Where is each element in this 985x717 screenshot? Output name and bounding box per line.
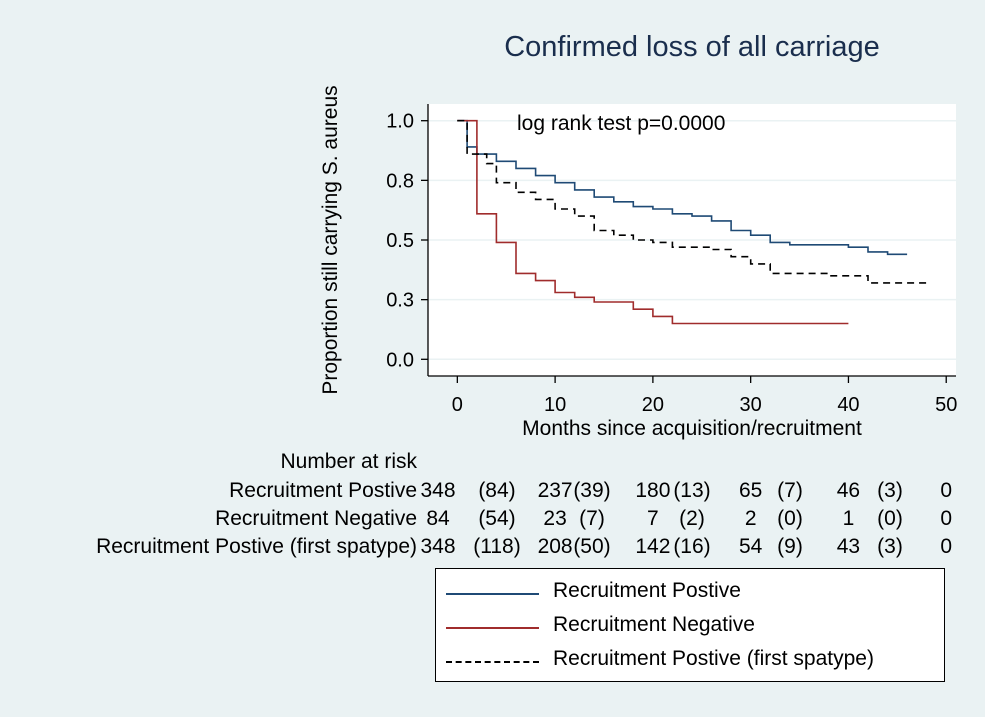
- risk-cell-0-1: (84): [478, 479, 515, 502]
- risk-cell-2-10: 0: [940, 535, 952, 558]
- risk-cell-0-0: 348: [420, 479, 455, 502]
- legend-swatch-1: [446, 627, 539, 629]
- x-tick-label-4: 40: [837, 394, 859, 416]
- risk-row-label-0: Recruitment Postive: [229, 479, 417, 502]
- risk-cell-0-4: 180: [635, 479, 670, 502]
- legend-label-2: Recruitment Postive (first spatype): [553, 647, 874, 670]
- y-tick-label-1: 0.3: [386, 290, 414, 312]
- legend-entry-1: Recruitment Negative: [436, 611, 944, 645]
- x-axis-title: Months since acquisition/recruitment: [522, 417, 862, 440]
- risk-cell-0-5: (13): [673, 479, 710, 502]
- x-tick-label-0: 0: [452, 394, 463, 416]
- series-layer: [457, 119, 927, 325]
- y-axis-title: Proportion still carrying S. aureus: [319, 85, 342, 394]
- risk-cell-1-5: (2): [679, 507, 705, 530]
- risk-cell-2-2: 208: [538, 535, 573, 558]
- y-tick-label-4: 1.0: [386, 111, 414, 133]
- risk-row-label-1: Recruitment Negative: [215, 507, 417, 530]
- x-tick-label-3: 30: [740, 394, 762, 416]
- risk-cell-0-7: (7): [777, 479, 803, 502]
- series-line-1: [457, 119, 849, 325]
- risk-row-label-2: Recruitment Postive (first spatype): [96, 535, 417, 558]
- chart-title: Confirmed loss of all carriage: [504, 31, 880, 63]
- risk-cell-1-8: 1: [843, 507, 855, 530]
- y-tick-label-2: 0.5: [386, 230, 414, 252]
- risk-cell-1-9: (0): [877, 507, 903, 530]
- risk-cell-2-1: (118): [473, 535, 520, 558]
- x-tick-label-1: 10: [544, 394, 566, 416]
- y-tick-label-0: 0.0: [386, 349, 414, 371]
- grid: [428, 119, 956, 361]
- legend-swatch-0: [446, 593, 539, 595]
- risk-cell-0-3: (39): [573, 479, 610, 502]
- risk-cell-1-2: 23: [543, 507, 566, 530]
- annotation-log-rank: log rank test p=0.0000: [517, 112, 725, 135]
- risk-cell-2-3: (50): [573, 535, 610, 558]
- risk-cell-1-0: 84: [426, 507, 450, 530]
- risk-cell-2-9: (3): [877, 535, 903, 558]
- risk-cell-2-4: 142: [635, 535, 670, 558]
- risk-cell-2-6: 54: [739, 535, 763, 558]
- legend-entry-2: Recruitment Postive (first spatype): [436, 645, 944, 679]
- legend-label-0: Recruitment Postive: [553, 579, 741, 602]
- risk-cell-0-6: 65: [739, 479, 762, 502]
- x-tick-label-5: 50: [935, 394, 957, 416]
- risk-cell-2-7: (9): [777, 535, 803, 558]
- risk-cell-0-2: 237: [538, 479, 573, 502]
- risk-cell-2-8: 43: [837, 535, 860, 558]
- series-line-2: [457, 119, 927, 284]
- risk-cell-2-5: (16): [673, 535, 710, 558]
- risk-cell-1-4: 7: [647, 507, 659, 530]
- risk-cell-2-0: 348: [420, 535, 455, 558]
- risk-cell-1-10: 0: [940, 507, 952, 530]
- risk-cell-1-6: 2: [745, 507, 757, 530]
- legend-swatch-2: [446, 661, 539, 663]
- risk-cell-0-8: 46: [837, 479, 860, 502]
- risk-cell-1-3: (7): [579, 507, 605, 530]
- risk-cell-1-7: (0): [777, 507, 803, 530]
- legend-label-1: Recruitment Negative: [553, 613, 755, 636]
- axes: 0.0 0.3 0.5 0.8 1.0 0 10 20 30 40 50: [386, 104, 957, 416]
- series-line-0: [457, 119, 908, 256]
- x-tick-label-2: 20: [642, 394, 664, 416]
- risk-cell-0-9: (3): [877, 479, 903, 502]
- y-tick-label-3: 0.8: [386, 170, 414, 192]
- risk-cell-0-10: 0: [940, 479, 952, 502]
- legend-entry-0: Recruitment Postive: [436, 577, 944, 611]
- risk-table-title: Number at risk: [280, 450, 417, 473]
- risk-cell-1-1: (54): [478, 507, 515, 530]
- legend: Recruitment Postive Recruitment Negative R…: [435, 568, 945, 682]
